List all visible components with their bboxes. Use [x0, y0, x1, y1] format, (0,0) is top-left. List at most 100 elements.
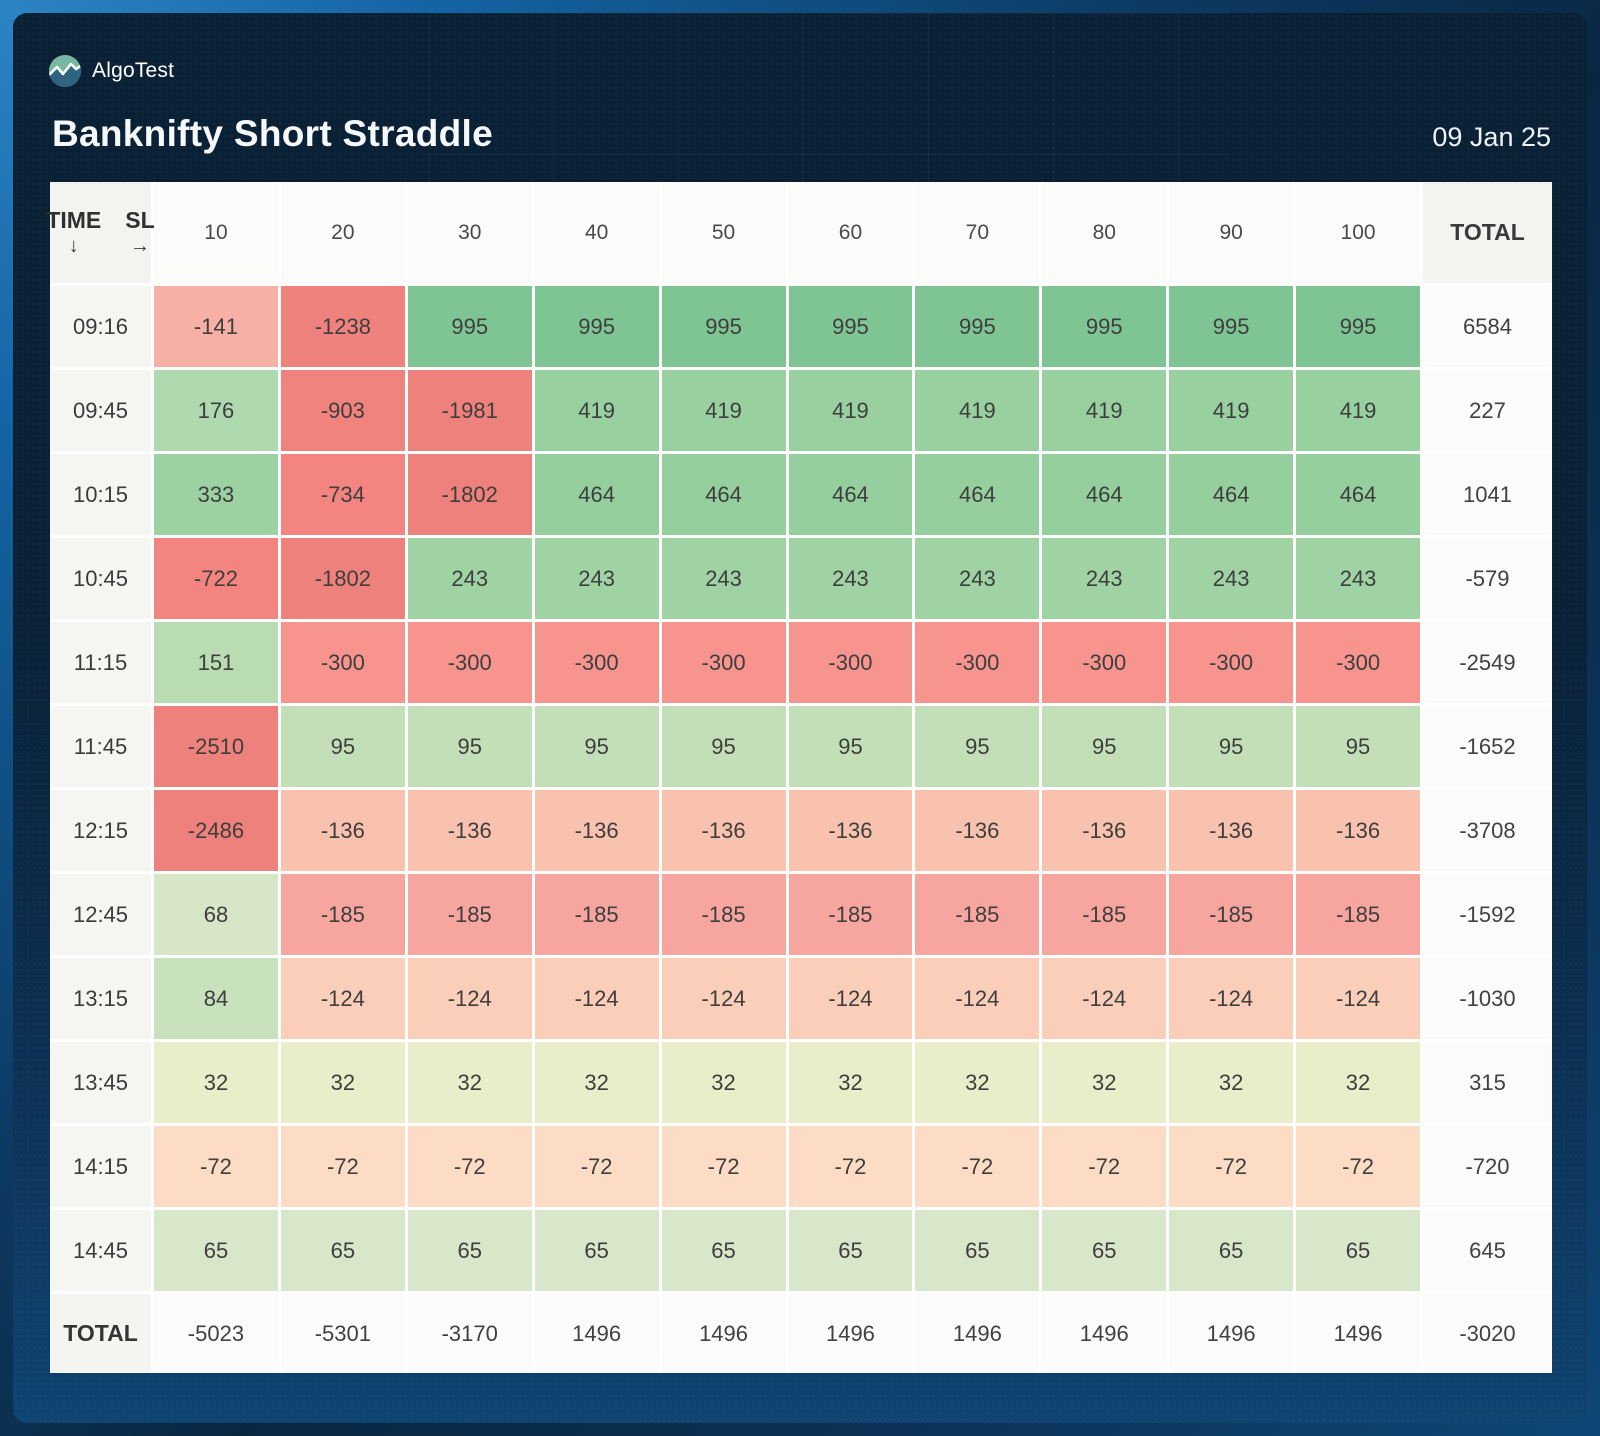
pnl-cell: 32	[661, 1042, 786, 1123]
pnl-cell: 95	[915, 706, 1040, 787]
right-arrow-icon: →	[129, 235, 150, 258]
pnl-cell: 95	[1042, 706, 1167, 787]
pnl-cell: -124	[661, 958, 786, 1039]
footer-col-total: 1496	[915, 1294, 1040, 1373]
pnl-cell: -72	[1169, 1126, 1294, 1207]
pnl-cell: -72	[1042, 1126, 1167, 1207]
pnl-cell: -2510	[154, 706, 278, 787]
pnl-cell: 32	[788, 1042, 913, 1123]
pnl-cell: 419	[1169, 370, 1294, 451]
row-total-cell: 227	[1423, 370, 1552, 451]
row-time-label: 13:15	[50, 958, 151, 1039]
sl-axis-label: SL →	[125, 206, 154, 260]
pnl-cell: -300	[407, 622, 532, 703]
pnl-cell: -136	[788, 790, 913, 871]
pnl-cell: -136	[534, 790, 659, 871]
row-total-cell: -3708	[1423, 790, 1552, 871]
footer-col-total: 1496	[661, 1294, 786, 1373]
pnl-cell: -124	[915, 958, 1040, 1039]
pnl-cell: -185	[1296, 874, 1420, 955]
brand: AlgoTest	[49, 55, 174, 87]
pnl-cell: -124	[1296, 958, 1420, 1039]
corner-header-cell: TIME ↓ SL →	[46, 182, 155, 283]
pnl-cell: -124	[788, 958, 913, 1039]
row-time-label: 14:15	[50, 1126, 151, 1207]
pnl-cell: -903	[280, 370, 405, 451]
pnl-cell: 995	[534, 286, 659, 367]
pnl-cell: 65	[915, 1210, 1040, 1291]
pnl-cell: 243	[915, 538, 1040, 619]
pnl-cell: -300	[915, 622, 1040, 703]
pnl-cell: 68	[154, 874, 278, 955]
pnl-cell: 995	[788, 286, 913, 367]
total-column-header: TOTAL	[1423, 182, 1552, 283]
pnl-cell: -1802	[280, 538, 405, 619]
row-time-label: 10:45	[50, 538, 151, 619]
heatmap-table: TIME ↓ SL → 10 20 30 40 50 60 70 80 90 100 TOTAL 09:16-…	[46, 182, 1552, 1373]
pnl-cell: 243	[1169, 538, 1294, 619]
pnl-cell: 32	[280, 1042, 405, 1123]
footer-total-label: TOTAL	[50, 1294, 151, 1373]
pnl-cell: 65	[407, 1210, 532, 1291]
row-total-cell: 645	[1423, 1210, 1552, 1291]
footer-col-total: 1496	[788, 1294, 913, 1373]
pnl-cell: -300	[1042, 622, 1167, 703]
row-time-label: 11:15	[50, 622, 151, 703]
pnl-cell: 151	[154, 622, 278, 703]
pnl-cell: 419	[1042, 370, 1167, 451]
footer-col-total: -5301	[280, 1294, 405, 1373]
pnl-cell: 32	[1042, 1042, 1167, 1123]
pnl-cell: 32	[1296, 1042, 1420, 1123]
row-total-cell: 315	[1423, 1042, 1552, 1123]
row-total-cell: -720	[1423, 1126, 1552, 1207]
pnl-cell: 419	[661, 370, 786, 451]
pnl-cell: 995	[407, 286, 532, 367]
pnl-cell: -72	[915, 1126, 1040, 1207]
pnl-cell: 65	[1296, 1210, 1420, 1291]
time-label: TIME	[46, 206, 102, 233]
pnl-cell: -136	[1042, 790, 1167, 871]
down-arrow-icon: ↓	[68, 235, 79, 258]
footer-col-total: -3170	[407, 1294, 532, 1373]
col-header-20: 20	[280, 182, 405, 283]
pnl-cell: 995	[1042, 286, 1167, 367]
pnl-cell: 32	[1169, 1042, 1294, 1123]
pnl-cell: 464	[788, 454, 913, 535]
row-time-label: 13:45	[50, 1042, 151, 1123]
pnl-cell: 84	[154, 958, 278, 1039]
pnl-cell: -72	[661, 1126, 786, 1207]
pnl-cell: 419	[1296, 370, 1420, 451]
pnl-cell: 464	[1296, 454, 1420, 535]
pnl-cell: 995	[915, 286, 1040, 367]
row-time-label: 10:15	[50, 454, 151, 535]
report-card: AlgoTest Banknifty Short Straddle 09 Jan…	[13, 13, 1587, 1423]
pnl-cell: -136	[915, 790, 1040, 871]
pnl-cell: 65	[661, 1210, 786, 1291]
pnl-cell: -185	[534, 874, 659, 955]
row-total-cell: 1041	[1423, 454, 1552, 535]
pnl-cell: -124	[534, 958, 659, 1039]
pnl-cell: 995	[1169, 286, 1294, 367]
pnl-cell: -72	[280, 1126, 405, 1207]
footer-col-total: -5023	[154, 1294, 278, 1373]
col-header-100: 100	[1296, 182, 1420, 283]
pnl-cell: -136	[661, 790, 786, 871]
pnl-cell: -136	[407, 790, 532, 871]
pnl-cell: 65	[1042, 1210, 1167, 1291]
page-title: Banknifty Short Straddle	[52, 113, 493, 154]
footer-col-total: 1496	[1042, 1294, 1167, 1373]
pnl-cell: -185	[788, 874, 913, 955]
col-header-40: 40	[534, 182, 659, 283]
pnl-cell: 464	[1042, 454, 1167, 535]
pnl-cell: -185	[1042, 874, 1167, 955]
row-total-cell: -1030	[1423, 958, 1552, 1039]
footer-col-total: 1496	[534, 1294, 659, 1373]
col-header-80: 80	[1042, 182, 1167, 283]
pnl-cell: 32	[534, 1042, 659, 1123]
pnl-cell: -124	[1042, 958, 1167, 1039]
pnl-cell: 464	[534, 454, 659, 535]
pnl-cell: -124	[1169, 958, 1294, 1039]
pnl-cell: -1981	[407, 370, 532, 451]
col-header-50: 50	[661, 182, 786, 283]
brand-name: AlgoTest	[92, 59, 175, 82]
